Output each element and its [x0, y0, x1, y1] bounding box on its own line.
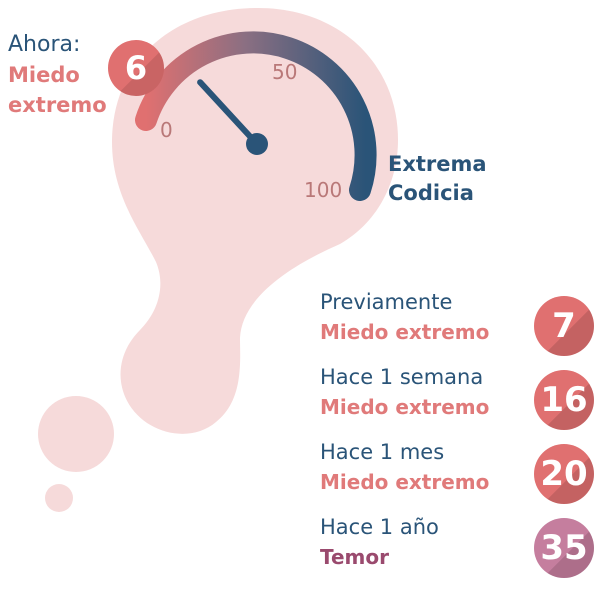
- history-value: 7: [552, 306, 576, 346]
- history-value: 20: [540, 454, 588, 494]
- history-item-month: Hace 1 mes Miedo extremo: [320, 437, 520, 497]
- gauge-arc: [135, 31, 377, 201]
- gauge-tick-mid: 50: [272, 60, 298, 84]
- history-title: Previamente: [320, 290, 453, 314]
- history-title: Hace 1 año: [320, 515, 439, 539]
- gauge-extreme-greed-label: Extrema Codicia: [388, 152, 487, 205]
- gauge-needle: [197, 79, 260, 147]
- history-title: Hace 1 mes: [320, 440, 445, 464]
- history-state: Temor: [320, 545, 389, 569]
- gauge-needle-hub: [246, 133, 268, 155]
- history-value-badge: 16: [534, 370, 594, 430]
- gauge-tick-min: 0: [160, 118, 173, 142]
- thought-bubble-small: [45, 484, 73, 512]
- thought-bubble-blob: [112, 8, 398, 434]
- history-value: 16: [540, 380, 588, 420]
- thought-bubble-medium: [38, 396, 114, 472]
- history-state: Miedo extremo: [320, 320, 490, 344]
- history-value-badge: 7: [534, 296, 594, 356]
- history-value-badge: 35: [534, 518, 594, 578]
- current-value: 6: [124, 49, 148, 87]
- current-state: Miedo extremo: [8, 63, 107, 117]
- history-item-year: Hace 1 año Temor: [320, 512, 520, 572]
- history-item-week: Hace 1 semana Miedo extremo: [320, 362, 520, 422]
- history-item-previous: Previamente Miedo extremo: [320, 287, 520, 347]
- history-state: Miedo extremo: [320, 470, 490, 494]
- current-value-badge: 6: [108, 40, 164, 96]
- current-label: Ahora:: [8, 32, 81, 57]
- history-title: Hace 1 semana: [320, 365, 484, 389]
- gauge-tick-max: 100: [304, 178, 343, 202]
- history-value-badge: 20: [534, 444, 594, 504]
- current-reading: Ahora: Miedo extremo: [8, 30, 128, 120]
- history-value: 35: [540, 528, 588, 568]
- history-state: Miedo extremo: [320, 395, 490, 419]
